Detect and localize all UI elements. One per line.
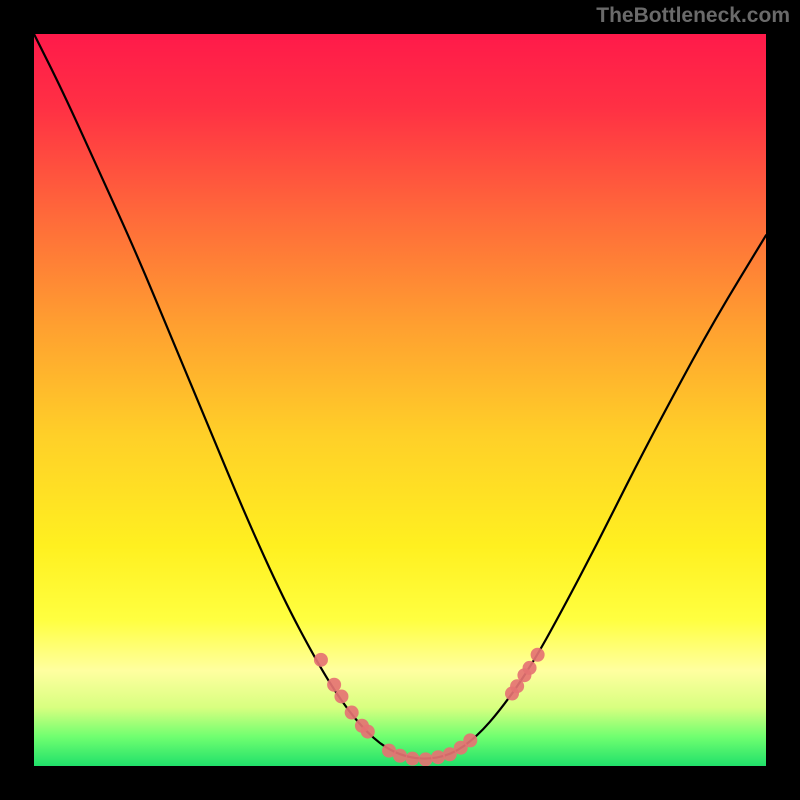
marker-left: [314, 653, 328, 667]
watermark-text: TheBottleneck.com: [596, 4, 790, 28]
marker-right: [531, 648, 545, 662]
marker-bottom: [463, 733, 477, 747]
marker-bottom: [431, 750, 445, 764]
marker-bottom: [405, 752, 419, 766]
marker-left: [334, 689, 348, 703]
bottleneck-curve: [34, 34, 766, 759]
marker-bottom: [419, 752, 433, 766]
marker-left: [327, 678, 341, 692]
curve-overlay: [34, 34, 766, 766]
marker-bottom: [393, 749, 407, 763]
chart-frame: TheBottleneck.com: [0, 0, 800, 800]
marker-left: [345, 706, 359, 720]
plot-area: [34, 34, 766, 766]
marker-left: [361, 725, 375, 739]
marker-right: [523, 661, 537, 675]
